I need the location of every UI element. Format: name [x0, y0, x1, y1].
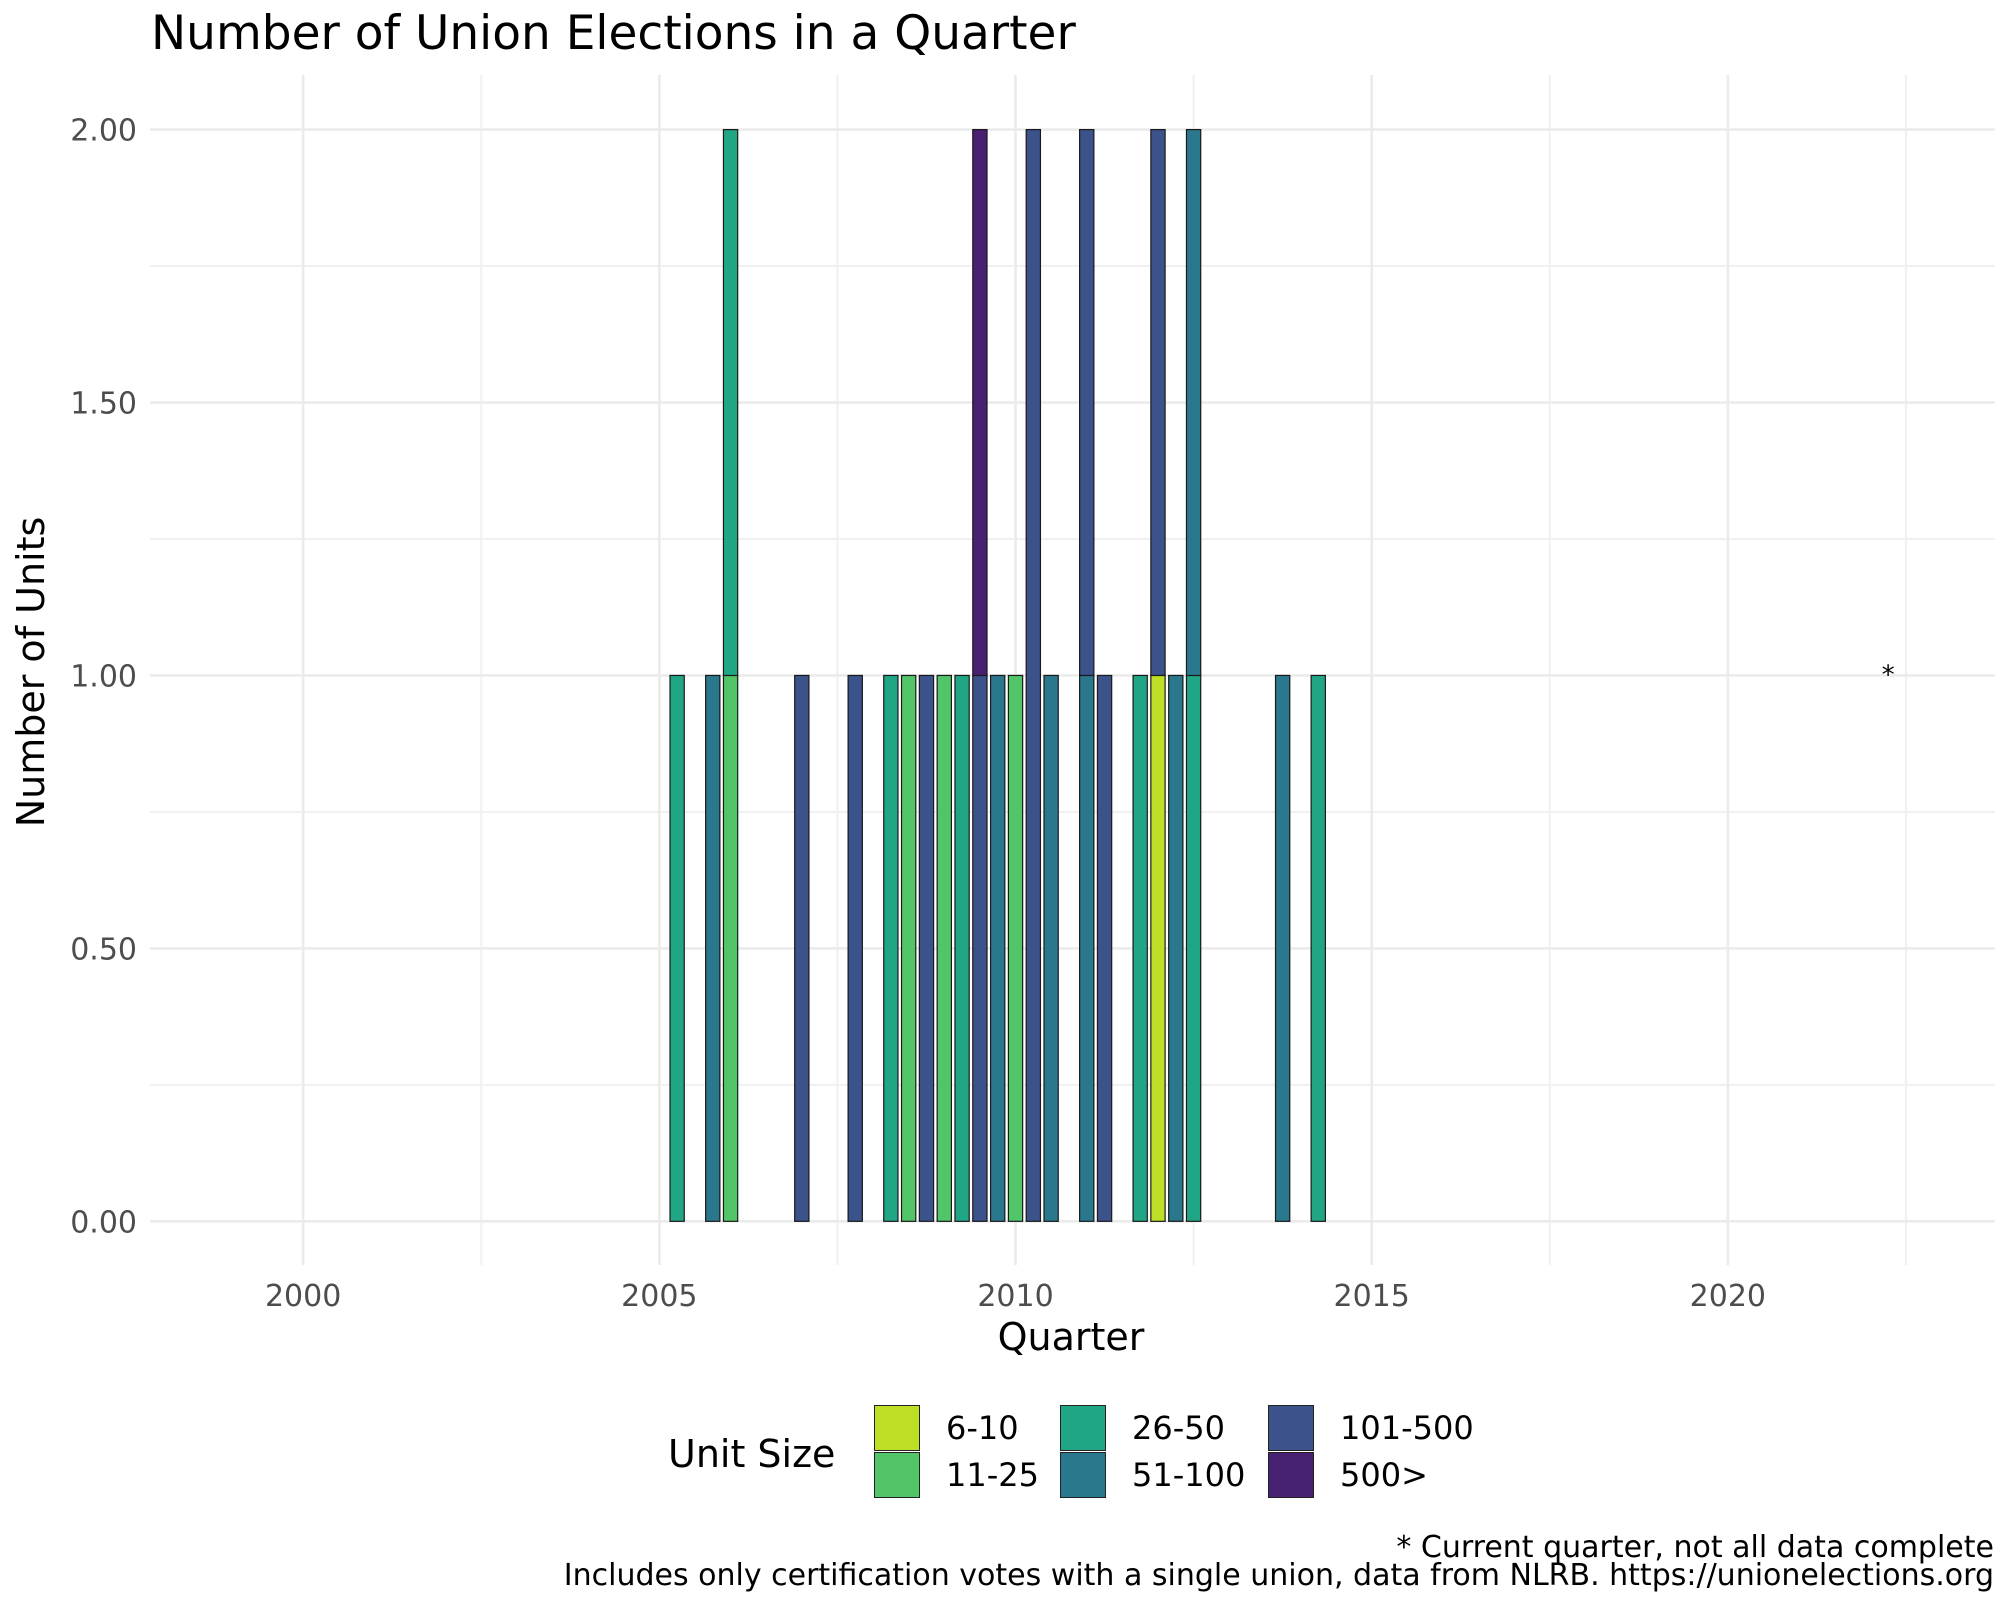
legend-swatch — [1268, 1452, 1314, 1498]
bar-segment — [972, 674, 988, 1222]
bar-segment — [1079, 128, 1095, 677]
bar-segment — [1150, 674, 1166, 1222]
bar-segment — [847, 674, 863, 1222]
y-tick-label: 0.50 — [70, 932, 137, 967]
legend-label: 26-50 — [1132, 1409, 1225, 1447]
y-tick-label: 1.00 — [70, 659, 137, 694]
bar-segment — [954, 674, 970, 1222]
major-gridlines — [150, 75, 1995, 1265]
bar-segment — [1185, 674, 1202, 1222]
legend-label: 500> — [1340, 1456, 1428, 1494]
x-tick-label: 2000 — [265, 1279, 341, 1314]
bar-segment — [1007, 674, 1024, 1222]
x-tick-label: 2015 — [1334, 1279, 1410, 1314]
bar-segment — [900, 674, 917, 1222]
y-tick-label: 2.00 — [70, 114, 137, 149]
bar-segment — [1132, 674, 1148, 1222]
bar-segment — [669, 674, 685, 1222]
x-tick-labels: 2000 2005 2010 2015 2020 — [265, 1279, 1766, 1314]
legend-swatch — [1268, 1405, 1314, 1451]
x-tick-label: 2020 — [1690, 1279, 1766, 1314]
y-tick-label: 1.50 — [70, 387, 137, 422]
legend-label: 101-500 — [1340, 1409, 1474, 1447]
bar-segment — [1079, 674, 1095, 1222]
y-axis-label: Number of Units — [9, 517, 53, 828]
bar-segment — [972, 128, 988, 677]
x-axis-label: Quarter — [998, 1315, 1145, 1359]
bar-segment — [883, 674, 899, 1222]
bar-segment — [722, 128, 739, 677]
bar-segment — [936, 674, 952, 1222]
bar-segment — [705, 674, 721, 1222]
legend-label: 51-100 — [1132, 1456, 1246, 1494]
legend-label: 6-10 — [946, 1409, 1019, 1447]
bar-segment — [1150, 128, 1166, 677]
legend-swatch — [874, 1452, 920, 1498]
bar-segment — [918, 674, 935, 1222]
minor-gridlines — [150, 75, 1995, 1265]
bars — [669, 128, 1326, 1222]
bar-segment — [1043, 674, 1059, 1222]
bar-segment — [722, 674, 739, 1222]
bar-segment — [1168, 674, 1184, 1222]
x-tick-label: 2005 — [621, 1279, 697, 1314]
bar-segment — [989, 674, 1006, 1222]
bar-segment — [794, 674, 810, 1222]
y-tick-labels: 0.00 0.50 1.00 1.50 2.00 — [70, 114, 137, 1241]
caption-source: Includes only certification votes with a… — [563, 1558, 1994, 1593]
caption-note: * Current quarter, not all data complete — [1396, 1530, 1994, 1565]
bar-segment — [1310, 674, 1326, 1222]
legend-swatch — [874, 1405, 920, 1451]
legend-title: Unit Size — [668, 1432, 836, 1476]
legend-swatch — [1060, 1452, 1106, 1498]
current-quarter-marker: * — [1882, 660, 1895, 690]
x-tick-label: 2010 — [977, 1279, 1053, 1314]
legend-swatch — [1060, 1405, 1106, 1451]
bar-segment — [1025, 128, 1042, 1222]
bar-segment — [1274, 674, 1291, 1222]
legend-label: 11-25 — [946, 1456, 1039, 1494]
bar-segment — [1096, 674, 1113, 1222]
chart-title: Number of Union Elections in a Quarter — [151, 6, 1076, 61]
bar-segment — [1185, 128, 1202, 677]
y-tick-label: 0.00 — [70, 1205, 137, 1240]
